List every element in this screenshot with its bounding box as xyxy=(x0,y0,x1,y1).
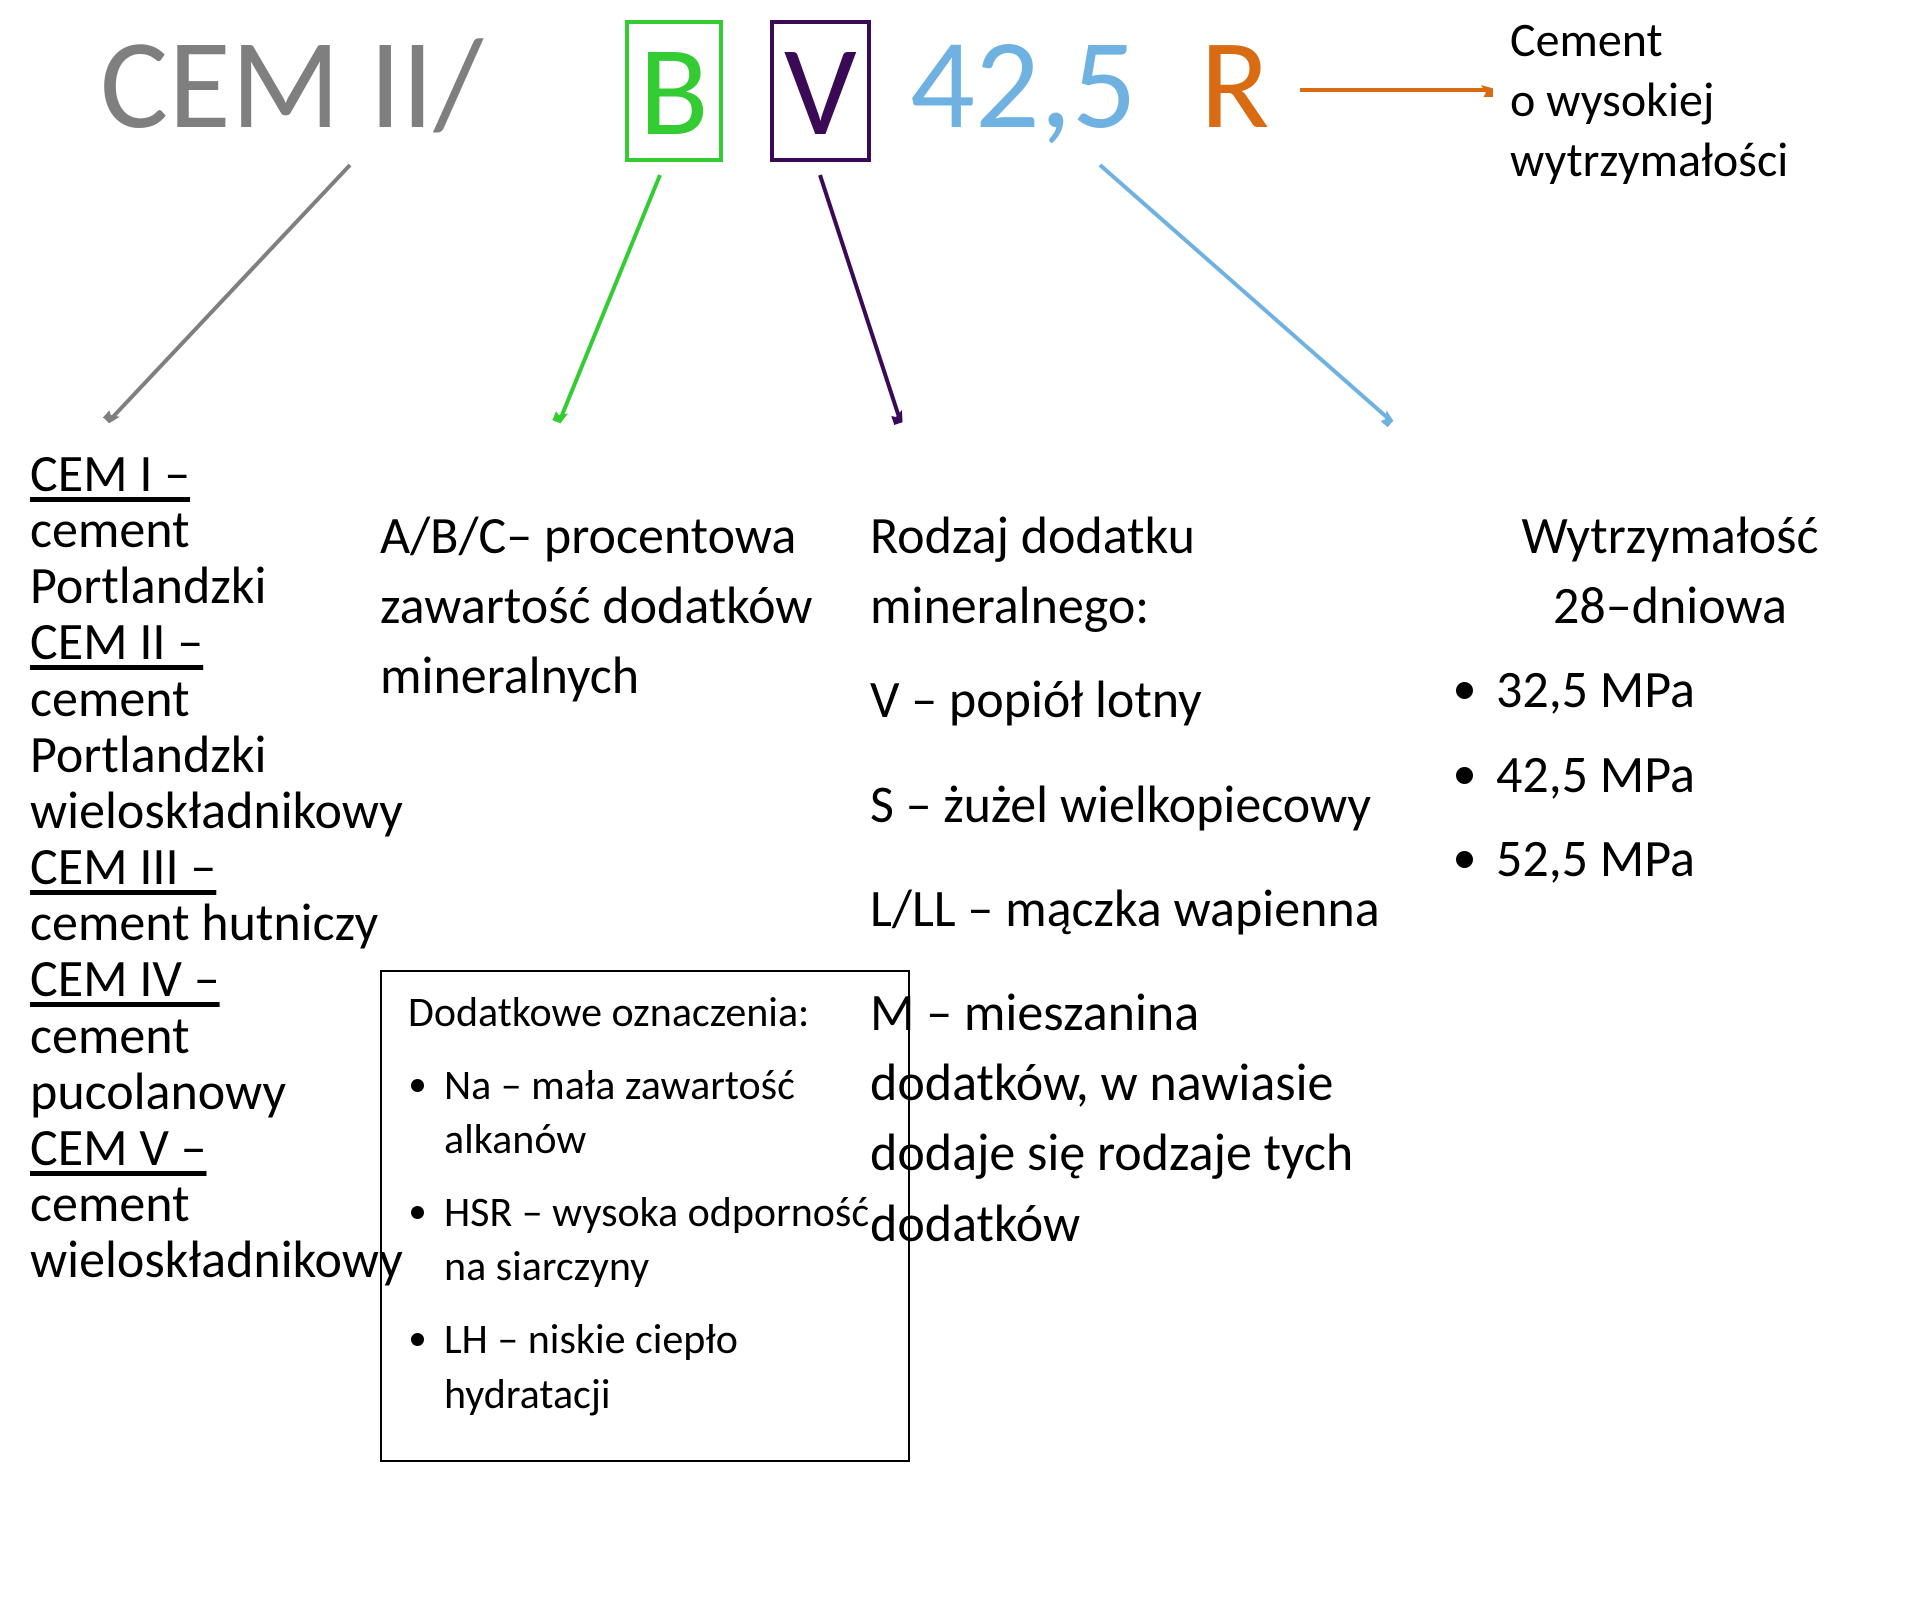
title-r: R xyxy=(1200,20,1270,148)
strength-item: 32,5 MPa xyxy=(1496,654,1900,724)
cem-type-header: CEM I – xyxy=(30,445,430,501)
additive-item: V – popiół lotny xyxy=(870,664,1400,734)
cem-type-header: CEM III – xyxy=(30,838,430,894)
additive-heading: Rodzaj dodatku mineralnego: xyxy=(870,500,1400,640)
title-cem: CEM II/ xyxy=(100,20,483,148)
r-annotation-line: o wysokiej xyxy=(1510,70,1920,130)
cem-type-header: CEM II – xyxy=(30,613,430,669)
additive-item: S – żużel wielkopiecowy xyxy=(870,769,1400,839)
strength-item: 42,5 MPa xyxy=(1496,739,1900,809)
title-b-box: B xyxy=(625,20,723,162)
extra-box-item: LH – niskie ciepło hydratacji xyxy=(444,1313,888,1422)
strength-heading-line: 28–dniowa xyxy=(1440,570,1900,640)
extra-box-list: Na – mała zawartość alkanów HSR – wysoka … xyxy=(408,1059,888,1423)
extra-box-title: Dodatkowe oznaczenia: xyxy=(408,986,888,1041)
title-v-box: V xyxy=(770,20,871,162)
a-green-arrow xyxy=(560,175,660,420)
extra-markings-box: Dodatkowe oznaczenia: Na – mała zawartość… xyxy=(380,970,910,1462)
r-annotation: Cement o wysokiej wytrzymałości xyxy=(1510,10,1920,190)
additive-item: M – mieszanina dodatków, w nawiasie doda… xyxy=(870,977,1400,1258)
extra-box-item: HSR – wysoka odporność na siarczyny xyxy=(444,1186,888,1295)
a-gray-arrow xyxy=(110,165,350,420)
cem-type-body: cement Portlandzki xyxy=(30,501,430,613)
additive-column: Rodzaj dodatku mineralnego: V – popiół lo… xyxy=(870,500,1400,1292)
r-annotation-line: wytrzymałości xyxy=(1510,130,1920,190)
a-blue-arrow xyxy=(1100,165,1390,420)
cem-type-body: cement Portlandzki wieloskładnikowy xyxy=(30,670,430,838)
r-annotation-line: Cement xyxy=(1510,10,1920,70)
cem-type-header: CEM IV – xyxy=(30,950,430,1006)
additive-item: L/LL – mączka wapienna xyxy=(870,873,1400,943)
abc-column: A/B/C– procentowa zawartość dodatków min… xyxy=(380,500,840,711)
strength-list: 32,5 MPa 42,5 MPa 52,5 MPa xyxy=(1440,654,1900,893)
title-num: 42,5 xyxy=(910,20,1137,148)
strength-column: Wytrzymałość28–dniowa 32,5 MPa 42,5 MPa 52,… xyxy=(1440,500,1900,907)
cem-type-body: cement hutniczy xyxy=(30,894,430,950)
cem-type-body: cement pucolanowy xyxy=(30,1007,430,1119)
strength-item: 52,5 MPa xyxy=(1496,823,1900,893)
cem-types-column: CEM I –cement PortlandzkiCEM II –cement … xyxy=(30,445,430,1287)
a-purple-arrow xyxy=(820,175,900,420)
cem-type-body: cement wieloskładnikowy xyxy=(30,1175,430,1287)
cem-type-header: CEM V – xyxy=(30,1119,430,1175)
strength-heading-line: Wytrzymałość xyxy=(1440,500,1900,570)
extra-box-item: Na – mała zawartość alkanów xyxy=(444,1059,888,1168)
diagram-canvas: CEM II/ B V 42,5 R Cement o wysokiej wyt… xyxy=(0,0,1920,1600)
